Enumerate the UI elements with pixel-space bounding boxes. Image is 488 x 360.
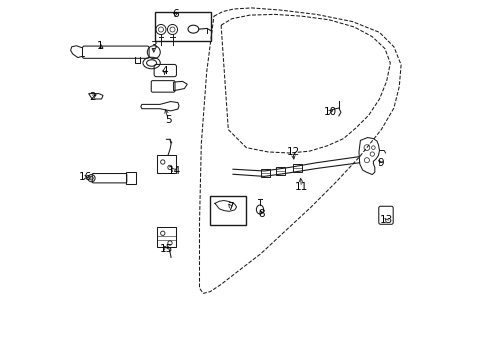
Text: 4: 4 [161, 66, 167, 76]
Text: 12: 12 [286, 147, 299, 157]
Text: 5: 5 [164, 114, 171, 125]
Bar [156, 227, 176, 247]
Text: 9: 9 [377, 158, 383, 168]
Text: 7: 7 [227, 202, 234, 212]
Bar [156, 155, 176, 173]
Text: 11: 11 [294, 182, 307, 192]
Bar [276, 167, 284, 175]
Bar [155, 12, 211, 41]
Bar [261, 169, 269, 177]
Text: 3: 3 [150, 41, 157, 51]
Text: 14: 14 [167, 166, 181, 176]
Text: 10: 10 [323, 107, 336, 117]
Bar [293, 164, 302, 172]
Bar [125, 172, 136, 184]
Text: 6: 6 [172, 9, 178, 19]
Text: 1: 1 [97, 41, 103, 51]
Text: 13: 13 [379, 215, 392, 225]
Text: 16: 16 [79, 172, 92, 182]
Bar [210, 196, 246, 225]
Text: 2: 2 [89, 92, 95, 102]
Text: 8: 8 [258, 209, 264, 219]
Text: 15: 15 [159, 244, 172, 254]
